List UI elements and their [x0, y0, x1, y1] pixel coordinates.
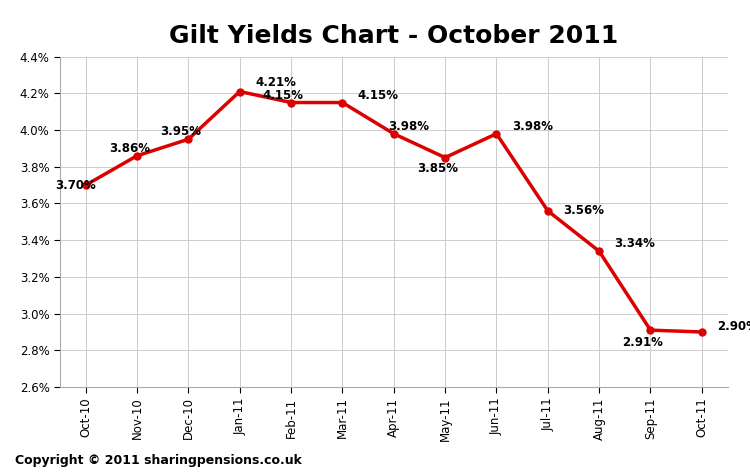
Text: 4.15%: 4.15%	[358, 89, 399, 101]
Text: Copyright © 2011 sharingpensions.co.uk: Copyright © 2011 sharingpensions.co.uk	[15, 454, 302, 467]
Text: 2.90%: 2.90%	[717, 320, 750, 333]
Text: 2.91%: 2.91%	[622, 337, 663, 349]
Text: 3.70%: 3.70%	[55, 178, 95, 192]
Text: 3.85%: 3.85%	[417, 162, 458, 175]
Text: 3.56%: 3.56%	[563, 204, 604, 217]
Text: 3.34%: 3.34%	[614, 237, 656, 250]
Text: 3.98%: 3.98%	[512, 120, 553, 133]
Text: 3.98%: 3.98%	[388, 120, 430, 133]
Text: 3.86%: 3.86%	[109, 142, 150, 155]
Text: 4.15%: 4.15%	[262, 89, 304, 101]
Text: 3.95%: 3.95%	[160, 126, 201, 138]
Text: 4.21%: 4.21%	[255, 76, 296, 89]
Title: Gilt Yields Chart - October 2011: Gilt Yields Chart - October 2011	[170, 24, 618, 48]
